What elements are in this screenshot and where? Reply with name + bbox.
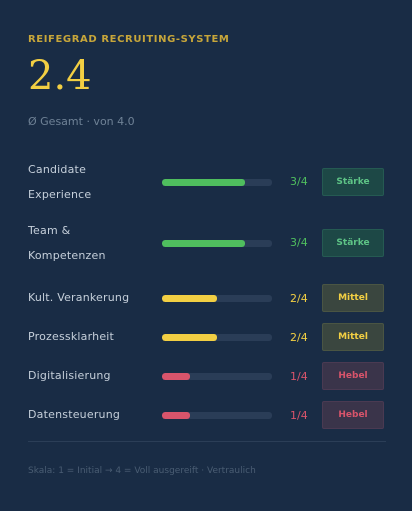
progress-fill xyxy=(162,334,217,341)
score-subtitle: Ø Gesamt · von 4.0 xyxy=(28,115,135,128)
progress-fill xyxy=(162,295,217,302)
dimension-label: Candidate Experience xyxy=(28,163,92,201)
progress-fill xyxy=(162,373,190,380)
progress-track xyxy=(162,334,272,341)
dimension-label: Datensteuerung xyxy=(28,408,121,421)
dimension-label: Digitalisierung xyxy=(28,369,111,382)
progress-track xyxy=(162,412,272,419)
dimension-ratio: 1/4 xyxy=(290,409,308,422)
dimension-row-candidate-experience: Candidate Experience 3/4 Stärke xyxy=(28,157,386,218)
progress-fill xyxy=(162,240,245,247)
dimension-label: Prozessklarheit xyxy=(28,330,115,343)
dimension-ratio: 2/4 xyxy=(290,331,308,344)
status-badge: Mittel xyxy=(322,284,384,312)
dimension-row-prozessklarheit: Prozessklarheit 2/4 Mittel xyxy=(28,318,386,357)
dimension-row-datensteuerung: Datensteuerung 1/4 Hebel xyxy=(28,396,386,435)
dimension-row-team-kompetenzen: Team & Kompetenzen 3/4 Stärke xyxy=(28,218,386,279)
progress-track xyxy=(162,295,272,302)
dimension-list: Candidate Experience 3/4 Stärke Team & K… xyxy=(28,157,386,435)
footer-note: Skala: 1 = Initial → 4 = Voll ausgereift… xyxy=(28,466,256,476)
progress-fill xyxy=(162,412,190,419)
progress-fill xyxy=(162,179,245,186)
dimension-ratio: 3/4 xyxy=(290,175,308,188)
maturity-card: REIFEGRAD RECRUITING-SYSTEM 2.4 Ø Gesamt… xyxy=(28,0,386,511)
dimension-label: Team & Kompetenzen xyxy=(28,224,106,262)
status-badge: Stärke xyxy=(322,168,384,196)
dimension-label: Kult. Verankerung xyxy=(28,291,130,304)
divider xyxy=(28,441,386,442)
progress-track xyxy=(162,179,272,186)
dimension-ratio: 1/4 xyxy=(290,370,308,383)
progress-track xyxy=(162,240,272,247)
eyebrow-title: REIFEGRAD RECRUITING-SYSTEM xyxy=(28,34,230,45)
progress-track xyxy=(162,373,272,380)
overall-score: 2.4 xyxy=(28,53,92,99)
status-badge: Hebel xyxy=(322,362,384,390)
dimension-row-digitalisierung: Digitalisierung 1/4 Hebel xyxy=(28,357,386,396)
status-badge: Stärke xyxy=(322,229,384,257)
status-badge: Mittel xyxy=(322,323,384,351)
dimension-ratio: 3/4 xyxy=(290,236,308,249)
status-badge: Hebel xyxy=(322,401,384,429)
dimension-ratio: 2/4 xyxy=(290,292,308,305)
dimension-row-kult-verankerung: Kult. Verankerung 2/4 Mittel xyxy=(28,279,386,318)
